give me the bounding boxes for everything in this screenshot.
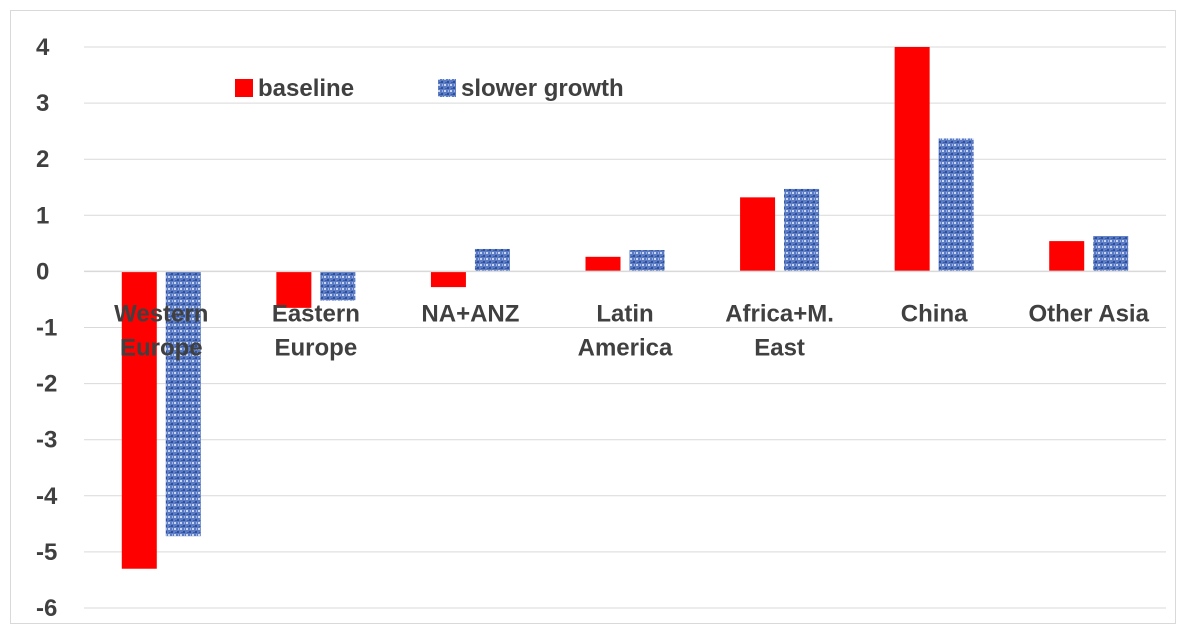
legend-label-slower-growth: slower growth <box>461 75 624 102</box>
category-label: China <box>901 300 968 327</box>
bar-slower-growth-5 <box>938 138 974 272</box>
category-label-line: Western <box>114 300 208 327</box>
category-label: Eastern Europe <box>272 300 360 361</box>
bar-baseline-5 <box>894 47 930 272</box>
bar-slower-growth-4 <box>784 188 820 272</box>
legend-swatch-slower-growth <box>438 79 456 97</box>
bar-baseline-4 <box>740 197 776 272</box>
legend-label-baseline: baseline <box>258 75 354 102</box>
category-label-line: Other Asia <box>1028 300 1149 327</box>
category-label-line: America <box>578 334 673 361</box>
bar-slower-growth-6 <box>1093 236 1129 272</box>
y-tick-label: 2 <box>36 146 49 173</box>
category-label-line: Europe <box>120 334 203 361</box>
category-label-line: NA+ANZ <box>421 300 519 327</box>
chart-frame <box>10 10 1176 624</box>
bar-baseline-6 <box>1049 241 1085 272</box>
y-tick-label: -6 <box>36 595 57 622</box>
bar-baseline-1 <box>276 271 312 308</box>
category-label-line: Eastern <box>272 300 360 327</box>
category-label-line: Europe <box>275 334 358 361</box>
bar-baseline-2 <box>430 271 466 288</box>
bar-slower-growth-0 <box>165 271 201 537</box>
category-labels: Western Europe Eastern Europe NA+ANZ Latin Ame… <box>114 300 1149 361</box>
y-tick-label: 0 <box>36 258 49 285</box>
bar-baseline-3 <box>585 256 621 272</box>
bar-slower-growth-2 <box>474 248 510 272</box>
bar-slower-growth-3 <box>629 250 665 272</box>
category-label: Other Asia <box>1028 300 1149 327</box>
bar-slower-growth-1 <box>320 271 356 301</box>
category-label-line: China <box>901 300 968 327</box>
y-tick-label: -1 <box>36 315 57 342</box>
y-tick-label: 4 <box>36 34 50 61</box>
y-tick-label: 1 <box>36 202 49 229</box>
y-axis-ticks: 4 3 2 1 0 -1 -2 -3 -4 -5 -6 <box>36 34 58 622</box>
category-label: Western Europe <box>114 300 208 361</box>
category-label-line: Latin <box>596 300 653 327</box>
legend: baseline slower growth <box>235 75 624 102</box>
y-tick-label: -2 <box>36 371 57 398</box>
bars <box>121 47 1129 569</box>
y-tick-label: -5 <box>36 539 57 566</box>
gridlines <box>84 46 1166 609</box>
category-label: Latin America <box>578 300 673 361</box>
y-tick-label: 3 <box>36 90 49 117</box>
category-label: Africa+M. East <box>725 300 834 361</box>
legend-swatch-baseline <box>235 79 253 97</box>
y-tick-label: -3 <box>36 427 57 454</box>
category-label-line: East <box>754 334 805 361</box>
category-label-line: Africa+M. <box>725 300 834 327</box>
y-tick-label: -4 <box>36 483 58 510</box>
bar-baseline-0 <box>121 271 157 569</box>
category-label: NA+ANZ <box>421 300 519 327</box>
